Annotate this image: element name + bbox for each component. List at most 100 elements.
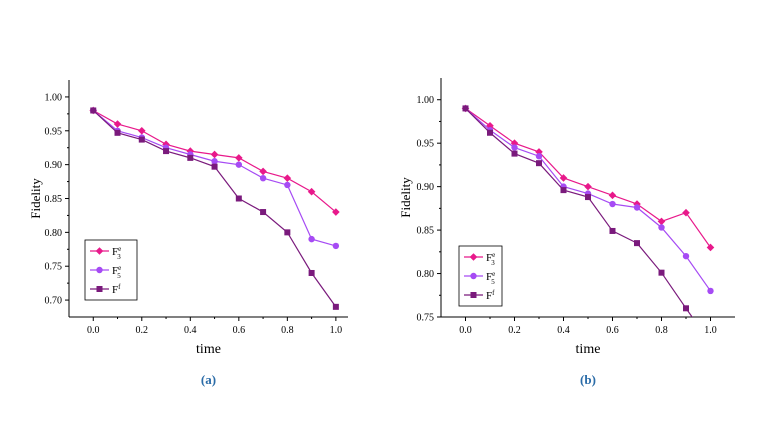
y-tick-label: 0.95 (45, 126, 63, 137)
y-tick-label: 1.00 (45, 92, 63, 103)
y-tick-label: 0.90 (45, 160, 63, 171)
data-point-square (708, 340, 714, 346)
data-point-square (211, 163, 218, 170)
data-point-circle (609, 200, 616, 208)
y-tick-label: 0.75 (45, 262, 63, 273)
data-point-circle (633, 204, 641, 211)
x-tick-label: 1.0 (704, 325, 717, 336)
x-tick-label: 0.4 (184, 325, 197, 336)
x-tick-label: 0.8 (281, 325, 294, 336)
data-point-diamond (682, 208, 690, 217)
chart-caption: (b) (580, 372, 596, 387)
data-point-diamond (535, 148, 543, 156)
y-tick-label: 0.85 (45, 194, 63, 205)
y-axis-label: Fidelity (398, 177, 413, 218)
data-point-circle (332, 242, 340, 250)
data-point-diamond (137, 126, 146, 135)
data-point-diamond (307, 187, 316, 196)
data-point-square (585, 194, 591, 201)
legend-label: Fe 3 (486, 251, 495, 267)
data-point-square (658, 269, 665, 276)
data-point-square (511, 150, 518, 157)
data-point-circle (259, 174, 267, 182)
legend-label: Fe 3 (112, 245, 121, 261)
chart-a: 0.70 0.75 0.80 0.85 0.90 0.95 1.00 0.0 0.2 0.4 0.6… (28, 80, 348, 387)
data-point-circle (658, 224, 665, 231)
data-point-diamond (608, 191, 617, 200)
y-tick-label: 0.75 (417, 313, 435, 324)
legend-label: Fe 5 (112, 264, 121, 280)
data-point-diamond (633, 200, 641, 208)
plot-area (89, 106, 340, 310)
data-point-square (634, 240, 640, 247)
y-tick-label: 1.00 (417, 95, 435, 106)
data-point-square (114, 129, 121, 136)
data-point-diamond (657, 217, 666, 226)
legend-marker-square (470, 292, 477, 298)
data-point-square (90, 107, 97, 114)
x-tick-label: 0.0 (87, 325, 100, 336)
y-tick-label: 0.85 (417, 226, 435, 237)
data-point-square (462, 105, 469, 112)
y-tick-label: 0.80 (417, 269, 435, 280)
plot-area (461, 104, 715, 346)
data-point-square (187, 154, 194, 161)
data-point-diamond (235, 154, 243, 162)
y-tick-label: 0.95 (417, 139, 435, 150)
data-point-diamond (510, 139, 519, 147)
data-point-square (683, 305, 689, 312)
x-tick-label: 0.0 (459, 325, 472, 336)
data-point-diamond (559, 174, 568, 182)
y-tick-label: 0.90 (417, 182, 435, 193)
data-point-square (138, 136, 145, 143)
x-tick-label: 0.2 (508, 325, 521, 336)
data-point-square (536, 160, 542, 167)
data-point-circle (211, 158, 218, 165)
x-tick-label: 0.4 (557, 325, 570, 336)
x-tick-label: 0.2 (136, 325, 149, 336)
legend-marker-diamond (95, 247, 104, 255)
data-point-diamond (283, 174, 292, 182)
data-point-diamond (113, 120, 122, 128)
data-point-square (560, 187, 567, 194)
data-point-square (260, 209, 267, 216)
data-point-circle (284, 181, 291, 189)
legend: Fe 3 Fe 5 Ff (458, 245, 503, 307)
chart-b: 0.75 0.80 0.85 0.90 0.95 1.00 0.0 0.2 0.4 0.6 0.8 1… (398, 78, 735, 387)
legend-label: Ff (112, 283, 121, 296)
legend-marker-square (96, 286, 103, 292)
data-point-square (235, 195, 242, 202)
x-tick-label: 0.6 (233, 325, 246, 336)
data-point-square (332, 303, 339, 310)
data-point-square (609, 227, 616, 234)
y-tick-label: 0.80 (45, 228, 63, 239)
data-point-circle (235, 161, 243, 168)
x-tick-label: 1.0 (330, 325, 343, 336)
data-point-circle (682, 252, 690, 260)
chart-caption: (a) (201, 372, 216, 387)
data-point-diamond (210, 150, 219, 159)
data-point-square (487, 129, 493, 136)
data-point-circle (707, 287, 714, 295)
y-tick-label: 0.70 (45, 296, 63, 307)
y-axis-label: Fidelity (28, 178, 43, 219)
x-axis-label: time (196, 342, 221, 357)
series-line-square (465, 107, 693, 317)
data-point-diamond (259, 167, 267, 176)
data-point-square (308, 269, 315, 276)
legend-label: Fe 5 (486, 270, 495, 286)
legend-marker-circle (470, 272, 477, 280)
data-point-square (284, 229, 291, 236)
legend-marker-circle (96, 266, 103, 274)
series-line-circle (92, 110, 337, 247)
data-point-circle (308, 235, 315, 243)
legend-marker-diamond (469, 253, 478, 261)
data-point-diamond (584, 182, 592, 191)
data-point-diamond (706, 243, 715, 252)
legend-label: Ff (486, 289, 495, 302)
data-point-diamond (162, 140, 170, 149)
data-point-square (163, 148, 170, 155)
x-tick-label: 0.6 (606, 325, 619, 336)
data-point-diamond (332, 208, 340, 216)
